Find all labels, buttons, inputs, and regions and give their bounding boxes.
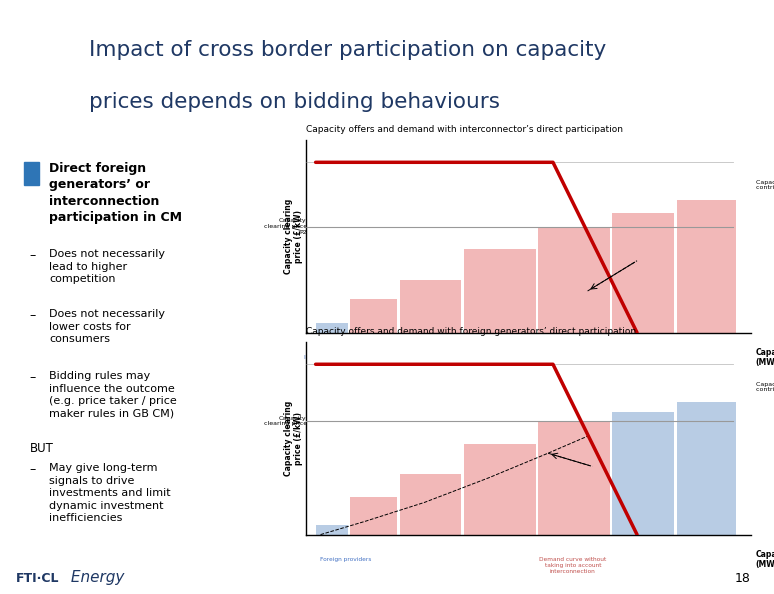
Bar xyxy=(350,299,397,333)
Text: Capacity offers
contributed by naines: Capacity offers contributed by naines xyxy=(755,381,774,393)
Text: –: – xyxy=(29,249,36,263)
Bar xyxy=(464,444,536,535)
Bar xyxy=(399,280,461,333)
Text: Demand curve without
taking into account
interconnection: Demand curve without taking into account… xyxy=(539,355,606,372)
Bar xyxy=(612,213,674,333)
Bar xyxy=(538,227,610,333)
Text: Impact of cross border participation on capacity: Impact of cross border participation on … xyxy=(89,40,606,59)
Bar xyxy=(399,474,461,535)
Text: Capacity offers and demand with interconnector’s direct participation: Capacity offers and demand with intercon… xyxy=(306,125,623,134)
Bar xyxy=(538,421,610,535)
Text: Capacity offers
contributed by naines: Capacity offers contributed by naines xyxy=(755,179,774,191)
Text: Capacity offers and demand with foreign generators’ direct participation: Capacity offers and demand with foreign … xyxy=(306,327,636,336)
Bar xyxy=(24,162,39,185)
Text: FTI·CL: FTI·CL xyxy=(15,572,59,585)
Text: Does not necessarily
lower costs for
consumers: Does not necessarily lower costs for con… xyxy=(49,309,165,344)
Text: Direct foreign
generators’ or
interconnection
participation in CM: Direct foreign generators’ or interconne… xyxy=(49,162,182,225)
Text: Foreign providers: Foreign providers xyxy=(320,557,371,563)
Text: Energy: Energy xyxy=(66,570,124,585)
Text: Does not necessarily
lead to higher
competition: Does not necessarily lead to higher comp… xyxy=(49,249,165,285)
Text: Capacity
(MW): Capacity (MW) xyxy=(755,347,774,367)
Text: Capacity
clearing price: Capacity clearing price xyxy=(264,416,307,426)
Text: Capacity
(MW): Capacity (MW) xyxy=(755,549,774,569)
Bar xyxy=(350,497,397,535)
Text: prices depends on bidding behaviours: prices depends on bidding behaviours xyxy=(89,92,500,112)
Text: –: – xyxy=(29,371,36,384)
Text: Capacity
clearing price
P2: Capacity clearing price P2 xyxy=(264,219,307,235)
Text: Demand curve without
taking into account
interconnection: Demand curve without taking into account… xyxy=(539,557,606,574)
Text: Bidding rules may
influence the outcome
(e.g. price taker / price
maker rules in: Bidding rules may influence the outcome … xyxy=(49,371,176,419)
Bar xyxy=(316,323,348,333)
Text: May give long-term
signals to drive
investments and limit
dynamic investment
ine: May give long-term signals to drive inve… xyxy=(49,463,170,523)
Bar xyxy=(464,249,536,333)
Text: 18: 18 xyxy=(735,572,751,585)
Y-axis label: Capacity clearing
price (£/kW): Capacity clearing price (£/kW) xyxy=(283,400,303,476)
Text: BUT: BUT xyxy=(29,442,53,455)
Bar xyxy=(676,402,736,535)
Y-axis label: Capacity clearing
price (£/kW): Capacity clearing price (£/kW) xyxy=(283,198,303,274)
Text: –: – xyxy=(29,309,36,323)
Bar xyxy=(676,200,736,333)
Bar xyxy=(316,525,348,535)
Bar xyxy=(612,412,674,535)
Text: –: – xyxy=(29,463,36,476)
Text: Interconnector participating
as price taker on the basis
or its de-rated capacit: Interconnector participating as price ta… xyxy=(304,355,386,372)
